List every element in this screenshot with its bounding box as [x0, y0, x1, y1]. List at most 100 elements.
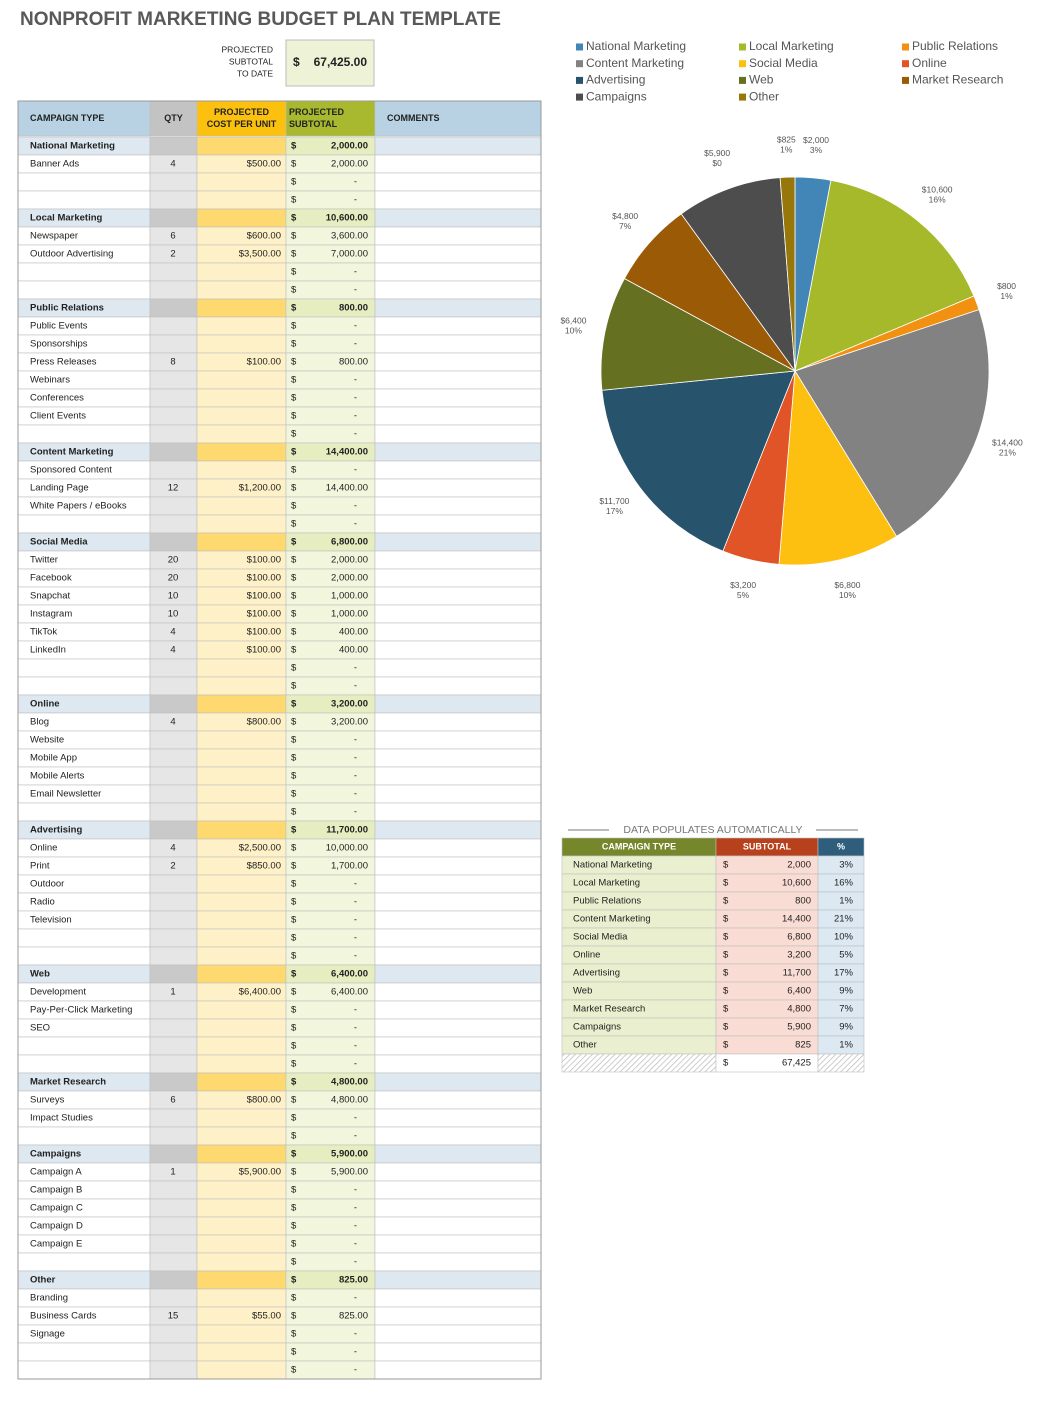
cell	[374, 982, 542, 1002]
cell	[374, 856, 542, 876]
item-subtotal: 400.00	[339, 645, 368, 656]
currency: $	[291, 789, 297, 800]
item-qty: 8	[170, 357, 175, 368]
item-name: Campaign E	[30, 1239, 82, 1250]
section-cell	[374, 1072, 542, 1092]
slice-percent: 21%	[999, 448, 1016, 458]
item-cost: $55.00	[252, 1311, 281, 1322]
cell	[196, 1324, 287, 1344]
cell	[149, 1108, 198, 1128]
item-subtotal: -	[354, 1239, 357, 1250]
cell	[374, 226, 542, 246]
cell	[374, 1018, 542, 1038]
item-name: Branding	[30, 1293, 68, 1304]
summary-subtotal: 5,900	[787, 1022, 811, 1033]
slice-label: $14,400	[992, 438, 1023, 448]
currency: $	[291, 627, 297, 638]
cell	[149, 748, 198, 768]
summary-percent: 16%	[834, 878, 854, 889]
section-subtotal: 14,400.00	[326, 447, 368, 458]
summary-name: Public Relations	[573, 896, 641, 907]
cell	[285, 928, 376, 948]
item-cost: $100.00	[247, 591, 281, 602]
item-name: Pay-Per-Click Marketing	[30, 1005, 132, 1016]
cell	[285, 316, 376, 336]
summary-name: Web	[573, 986, 592, 997]
legend-label: Web	[749, 73, 774, 87]
item-cost: $6,400.00	[239, 987, 281, 998]
item-subtotal: 825.00	[339, 1311, 368, 1322]
column-header: COMMENTS	[387, 113, 440, 123]
cell	[374, 1108, 542, 1128]
item-subtotal: -	[354, 519, 357, 530]
cell	[149, 334, 198, 354]
cell	[285, 1036, 376, 1056]
legend-label: Content Marketing	[586, 56, 684, 70]
cell	[285, 1342, 376, 1362]
item-subtotal: 1,000.00	[331, 591, 368, 602]
cell	[149, 496, 198, 516]
item-qty: 4	[170, 627, 175, 638]
cell	[374, 514, 542, 534]
slice-percent: 17%	[606, 506, 623, 516]
cell	[285, 190, 376, 210]
currency: $	[291, 591, 297, 602]
section-subtotal: 11,700.00	[326, 825, 368, 836]
cell	[285, 748, 376, 768]
cell	[196, 928, 287, 948]
section-cell	[149, 532, 198, 552]
cell	[17, 1054, 151, 1074]
cell	[374, 1180, 542, 1200]
cell	[285, 334, 376, 354]
item-qty: 4	[170, 159, 175, 170]
cell	[374, 316, 542, 336]
cell	[285, 496, 376, 516]
cell	[374, 1324, 542, 1344]
summary-percent: 1%	[839, 1040, 853, 1051]
cell	[149, 280, 198, 300]
item-qty: 1	[170, 987, 175, 998]
legend-label: Advertising	[586, 73, 645, 87]
currency: $	[291, 357, 297, 368]
cell	[285, 766, 376, 786]
item-name: Sponsorships	[30, 339, 88, 350]
cell	[285, 676, 376, 696]
item-cost: $100.00	[247, 357, 281, 368]
item-subtotal: -	[354, 807, 357, 818]
item-name: Blog	[30, 717, 49, 728]
cell	[149, 946, 198, 966]
summary-subtotal: 14,400	[782, 914, 811, 925]
section-cell	[374, 136, 542, 156]
cell	[149, 910, 198, 930]
summary-percent: 3%	[839, 860, 853, 871]
currency: $	[291, 1311, 297, 1322]
currency: $	[291, 1023, 297, 1034]
cell	[374, 1360, 542, 1380]
section-subtotal: 2,000.00	[331, 141, 368, 152]
summary-name: Advertising	[573, 968, 620, 979]
summary-subtotal: 800	[795, 896, 811, 907]
cell	[374, 370, 542, 390]
cell	[17, 1360, 151, 1380]
summary-name: Social Media	[573, 932, 628, 943]
item-subtotal: 3,200.00	[331, 717, 368, 728]
cell	[374, 586, 542, 606]
cell	[285, 784, 376, 804]
item-subtotal: -	[354, 915, 357, 926]
cell	[374, 730, 542, 750]
item-subtotal: -	[354, 1347, 357, 1358]
item-subtotal: 4,800.00	[331, 1095, 368, 1106]
currency: $	[291, 393, 297, 404]
cell	[374, 658, 542, 678]
item-name: Facebook	[30, 573, 72, 584]
item-qty: 20	[168, 573, 179, 584]
item-subtotal: -	[354, 681, 357, 692]
cell	[374, 838, 542, 858]
currency: $	[723, 1004, 729, 1015]
section-cell	[374, 532, 542, 552]
section-cell	[374, 964, 542, 984]
currency: $	[291, 285, 297, 296]
currency: $	[291, 1185, 297, 1196]
slice-label: $11,700	[599, 496, 629, 506]
legend-swatch	[739, 60, 746, 68]
